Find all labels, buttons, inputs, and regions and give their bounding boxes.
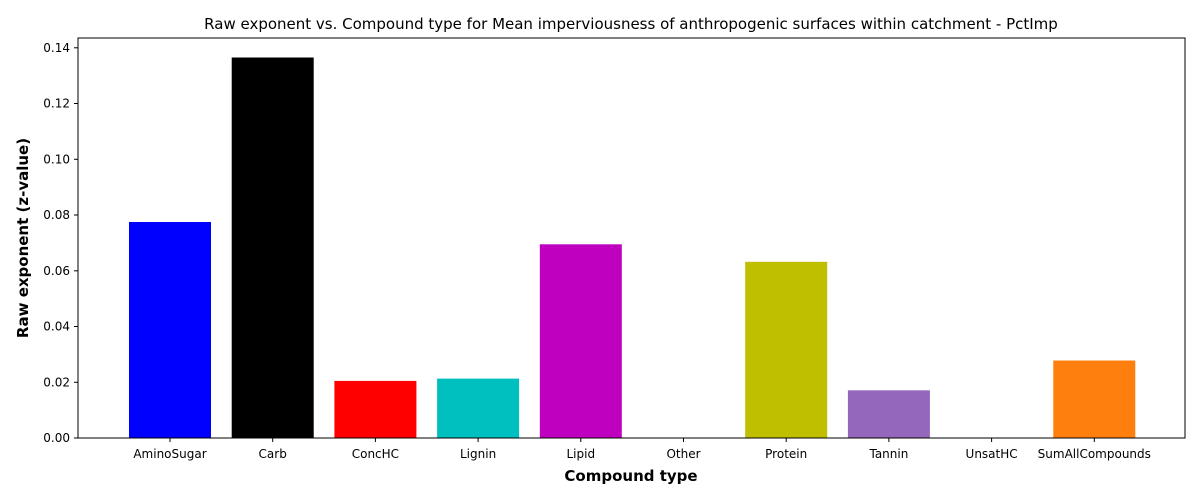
x-tick-label: Lipid bbox=[567, 447, 596, 461]
bar-conchc bbox=[334, 380, 417, 438]
bars-group bbox=[129, 57, 1136, 438]
x-tick-label: UnsatHC bbox=[966, 447, 1018, 461]
x-axis-label: Compound type bbox=[564, 467, 697, 485]
bar-aminosugar bbox=[129, 222, 211, 438]
plot-frame bbox=[77, 37, 1186, 439]
y-tick-label: 0.00 bbox=[43, 431, 70, 445]
y-tick-label: 0.14 bbox=[43, 41, 70, 55]
y-axis-label: Raw exponent (z-value) bbox=[14, 138, 32, 338]
bar-sumallcompounds bbox=[1053, 360, 1136, 438]
bar-tannin bbox=[847, 390, 930, 438]
x-tick-label: Lignin bbox=[460, 447, 496, 461]
y-tick-label: 0.08 bbox=[43, 208, 70, 222]
bar-lipid bbox=[539, 244, 622, 438]
chart-title: Raw exponent vs. Compound type for Mean … bbox=[204, 15, 1058, 33]
x-tick-label: Protein bbox=[765, 447, 807, 461]
x-tick-label: AminoSugar bbox=[133, 447, 206, 461]
y-tick-label: 0.02 bbox=[43, 375, 70, 389]
y-tick-label: 0.06 bbox=[43, 264, 70, 278]
x-tick-label: SumAllCompounds bbox=[1038, 447, 1151, 461]
bar-carb bbox=[231, 57, 314, 438]
x-tick-label: Carb bbox=[259, 447, 287, 461]
y-axis-ticks: 0.00 0.02 0.04 0.06 0.08 0.10 0.12 0.14 bbox=[43, 41, 78, 445]
bar-lignin bbox=[437, 378, 520, 438]
x-tick-label: Tannin bbox=[868, 447, 908, 461]
x-tick-label: Other bbox=[666, 447, 700, 461]
bar-protein bbox=[745, 261, 828, 438]
y-tick-label: 0.12 bbox=[43, 97, 70, 111]
x-axis-ticks: AminoSugar Carb ConcHC Lignin Lipid Other Prot… bbox=[133, 438, 1151, 461]
y-tick-label: 0.04 bbox=[43, 320, 70, 334]
x-tick-label: ConcHC bbox=[352, 447, 399, 461]
y-tick-label: 0.10 bbox=[43, 152, 70, 166]
